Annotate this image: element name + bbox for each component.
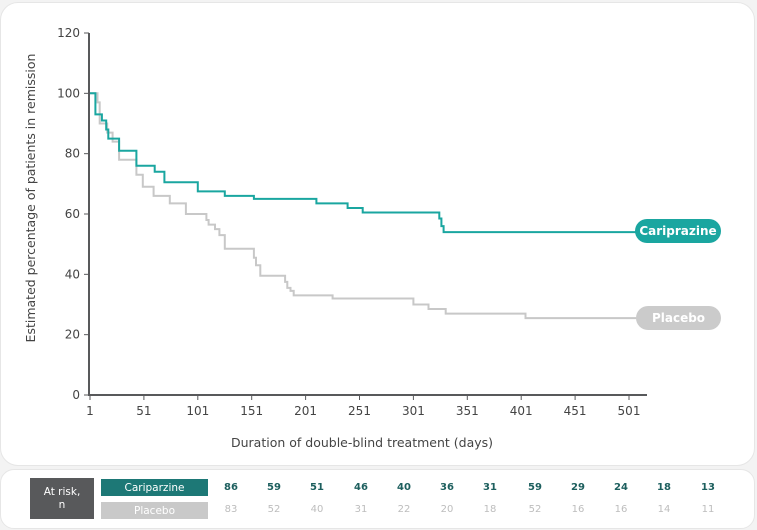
at-risk-value: 29	[571, 482, 585, 493]
at-risk-value: 18	[657, 482, 671, 493]
at-risk-table	[0, 469, 755, 529]
at-risk-value: 59	[528, 482, 542, 493]
x-axis-label: Duration of double-blind treatment (days…	[231, 435, 493, 450]
at-risk-label: At risk, n	[30, 478, 94, 519]
x-tick-label: 501	[618, 404, 641, 418]
legend-placebo: Placebo	[636, 306, 721, 330]
x-tick-label: 101	[186, 404, 209, 418]
at-risk-value: 46	[354, 482, 368, 493]
at-risk-value: 14	[657, 504, 671, 515]
at-risk-value: 51	[310, 482, 324, 493]
at-risk-value: 18	[483, 504, 497, 515]
at-risk-value: 31	[483, 482, 497, 493]
x-tick-label: 251	[348, 404, 371, 418]
survival-curves	[90, 92, 637, 320]
curve-cariprazine	[90, 92, 636, 234]
y-tick-label: 100	[57, 86, 80, 100]
y-tick-label: 60	[65, 207, 80, 221]
at-risk-label-line2: n	[58, 498, 66, 511]
at-risk-value: 83	[224, 504, 238, 515]
at-risk-row-placebo-label: Placebo	[101, 502, 208, 519]
at-risk-value: 59	[267, 482, 281, 493]
y-tick-label: 20	[65, 328, 80, 342]
at-risk-value: 40	[310, 504, 324, 515]
chart-card	[0, 2, 755, 466]
x-tick-label: 201	[294, 404, 317, 418]
x-tick-label: 301	[402, 404, 425, 418]
at-risk-value: 16	[614, 504, 628, 515]
y-tick-label: 80	[65, 147, 80, 161]
x-tick-label: 51	[136, 404, 151, 418]
legend-cariprazine: Cariprazine	[635, 219, 721, 243]
at-risk-value: 86	[224, 482, 238, 493]
at-risk-value: 16	[571, 504, 585, 515]
x-axis: 1 51 101 151 201 251 301 351 401 451 501	[86, 394, 647, 418]
y-tick-label: 40	[65, 267, 80, 281]
at-risk-value: 52	[528, 504, 542, 515]
at-risk-value: 13	[701, 482, 715, 493]
at-risk-value: 11	[701, 504, 715, 515]
at-risk-value: 24	[614, 482, 628, 493]
y-tick-label: 0	[72, 388, 80, 402]
at-risk-label-line1: At risk,	[43, 485, 81, 498]
at-risk-value: 36	[440, 482, 454, 493]
curve-placebo	[90, 92, 637, 320]
row-label: Cariparzine	[124, 481, 185, 494]
y-axis-label: Estimated percentage of patients in remi…	[23, 54, 38, 343]
x-tick-label: 351	[456, 404, 479, 418]
at-risk-value: 40	[397, 482, 411, 493]
x-tick-label: 151	[240, 404, 263, 418]
at-risk-row-cariprazine-label: Cariparzine	[101, 479, 208, 496]
legend-placebo-label: Placebo	[651, 311, 706, 325]
at-risk-value: 20	[440, 504, 454, 515]
x-tick-label: 451	[564, 404, 587, 418]
legend-cariprazine-label: Cariprazine	[639, 224, 717, 238]
at-risk-value: 22	[397, 504, 411, 515]
at-risk-value: 31	[354, 504, 368, 515]
at-risk-value: 52	[267, 504, 281, 515]
x-tick-label: 1	[86, 404, 94, 418]
y-tick-label: 120	[57, 26, 80, 40]
x-tick-label: 401	[510, 404, 533, 418]
row-label: Placebo	[133, 504, 175, 517]
y-axis: 0 20 40 60 80 100 120	[57, 26, 90, 402]
